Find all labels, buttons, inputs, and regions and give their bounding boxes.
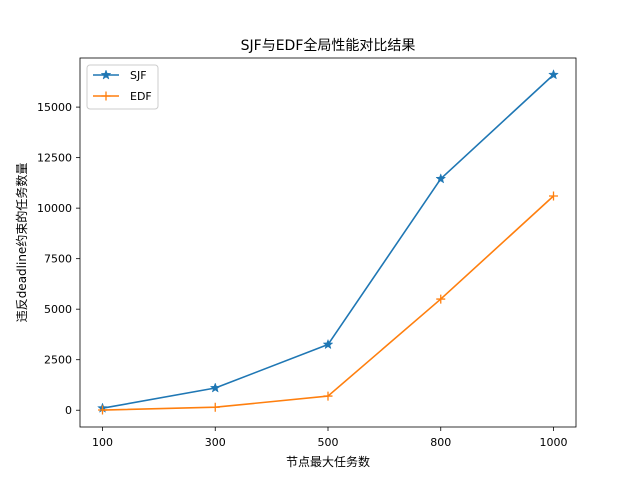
series-line [102, 195, 555, 411]
x-axis-label: 节点最大任务数 [286, 454, 370, 469]
legend-label: EDF [130, 90, 152, 103]
data-point-star [435, 173, 447, 184]
y-tick-label: 15000 [37, 101, 72, 114]
legend: SJF EDF [86, 64, 159, 110]
y-tick-label: 0 [65, 404, 72, 417]
x-tick-label: 1000 [540, 436, 568, 449]
y-tick-label: 7500 [44, 253, 72, 266]
y-axis: 0 2500 5000 7500 10000 12500 15000 [37, 101, 80, 417]
data-point-star [548, 69, 559, 80]
x-tick-label: 100 [92, 436, 113, 449]
x-tick-label: 300 [205, 436, 226, 449]
data-point-star [100, 69, 112, 80]
y-tick-label: 10000 [37, 202, 72, 215]
y-tick-label: 12500 [37, 152, 72, 165]
x-axis: 100 300 500 800 1000 [92, 427, 568, 449]
x-tick-label: 500 [318, 436, 339, 449]
y-axis-label: 违反deadline约束的任务数量 [14, 163, 29, 323]
data-point-plus [549, 191, 558, 201]
data-point-plus [98, 405, 107, 415]
chart-title: SJF与EDF全局性能对比结果 [241, 37, 416, 54]
data-point-plus [210, 402, 220, 412]
series-layer [97, 69, 559, 415]
data-point-plus [323, 391, 333, 401]
data-point-plus [101, 91, 111, 101]
series-sjf [97, 69, 559, 413]
y-tick-label: 2500 [44, 354, 72, 367]
x-tick-label: 800 [430, 436, 451, 449]
series-edf [98, 191, 558, 415]
data-point-star [322, 338, 334, 350]
legend-item: EDF [93, 90, 152, 103]
legend-item: SJF [93, 69, 147, 82]
series-line [102, 74, 555, 409]
data-point-plus [436, 294, 446, 304]
legend-label: SJF [130, 69, 147, 82]
data-point-star [209, 382, 221, 393]
y-tick-label: 5000 [44, 303, 72, 316]
